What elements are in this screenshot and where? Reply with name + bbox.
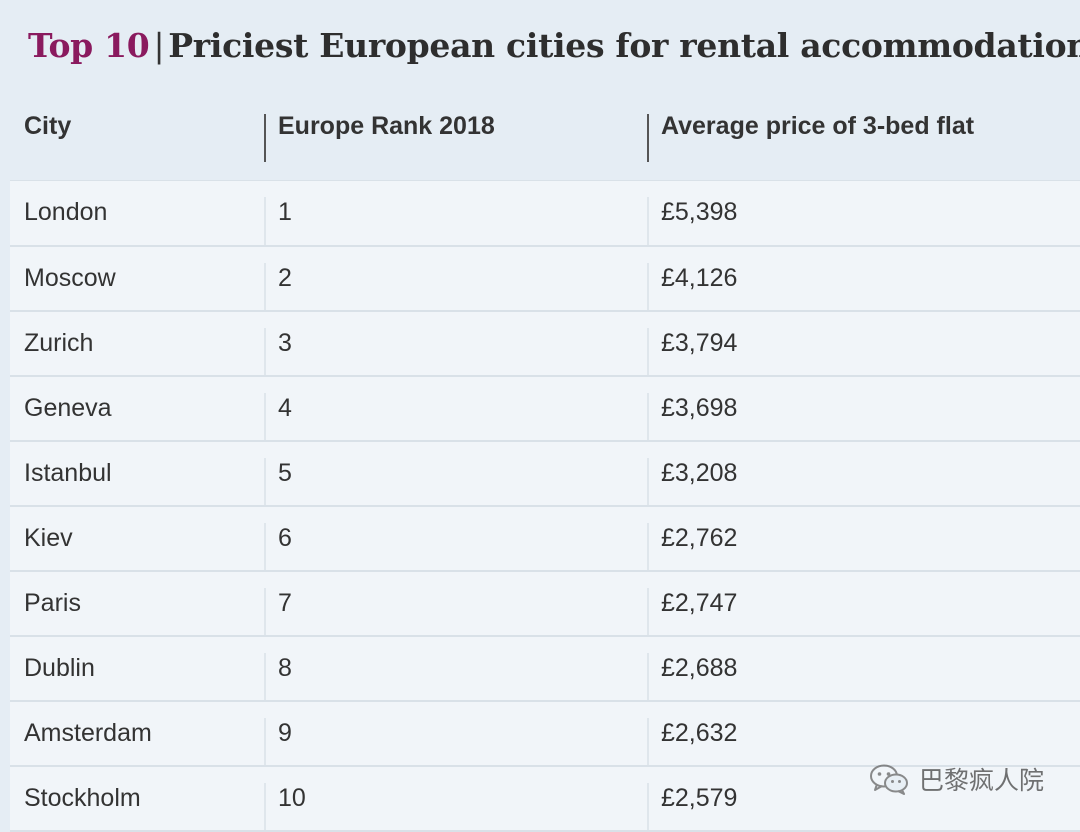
cell-rank: 5 xyxy=(264,441,647,506)
cell-city: London xyxy=(24,198,108,227)
cell-rank: 1 xyxy=(264,181,647,246)
table-row: Moscow 2 £4,126 xyxy=(10,245,1080,311)
page-title: Top 10 | Priciest European cities for rent… xyxy=(28,24,1080,68)
cell-rank: 4 xyxy=(264,376,647,441)
cell-rank: 2 xyxy=(264,246,647,311)
table-row: Zurich 3 £3,794 xyxy=(10,310,1080,376)
cell-city: Geneva xyxy=(24,393,112,422)
cell-city: Kiev xyxy=(24,523,73,552)
cell-city: Stockholm xyxy=(24,783,141,812)
cell-rank: 7 xyxy=(264,571,647,636)
table-body: London 1 £5,398 Moscow 2 £4,126 Zurich 3 £3,794 G… xyxy=(10,180,1080,831)
cell-price: £4,126 xyxy=(647,246,1080,311)
cell-rank: 8 xyxy=(264,636,647,701)
table-row: Kiev 6 £2,762 xyxy=(10,505,1080,571)
cell-city: Istanbul xyxy=(24,458,112,487)
header-row: City Europe Rank 2018 Average price of 3… xyxy=(10,94,1080,181)
watermark-text: 巴黎疯人院 xyxy=(918,766,1044,795)
table-row: Istanbul 5 £3,208 xyxy=(10,440,1080,506)
column-header-city: City xyxy=(10,94,264,181)
table-header: City Europe Rank 2018 Average price of 3… xyxy=(10,94,1080,181)
data-table: City Europe Rank 2018 Average price of 3… xyxy=(10,94,1080,832)
column-header-price: Average price of 3-bed flat xyxy=(647,94,1080,181)
cell-city: Zurich xyxy=(24,328,94,357)
watermark: 巴黎疯人院 xyxy=(869,761,1044,797)
title-accent: Top 10 xyxy=(28,26,150,65)
cell-price: £2,579 xyxy=(647,766,1080,831)
cell-rank: 3 xyxy=(264,311,647,376)
column-header-rank: Europe Rank 2018 xyxy=(264,94,647,181)
cell-price: £3,698 xyxy=(647,376,1080,441)
table-row: Geneva 4 £3,698 xyxy=(10,375,1080,441)
cell-city: Amsterdam xyxy=(24,718,152,747)
cell-price: £5,398 xyxy=(647,181,1080,246)
table-row: London 1 £5,398 xyxy=(10,180,1080,246)
cell-rank: 6 xyxy=(264,506,647,571)
title-separator: | xyxy=(153,26,165,65)
cell-city: Moscow xyxy=(24,263,116,292)
cell-city: Dublin xyxy=(24,653,95,682)
cell-city: Paris xyxy=(24,588,81,617)
cell-price: £2,747 xyxy=(647,571,1080,636)
cell-price: £3,208 xyxy=(647,441,1080,506)
table-row: Dublin 8 £2,688 xyxy=(10,635,1080,701)
title-main: Priciest European cities for rental acco… xyxy=(168,26,1080,65)
cell-rank: 9 xyxy=(264,701,647,766)
cell-rank: 10 xyxy=(264,766,647,831)
cell-price: £2,632 xyxy=(647,701,1080,766)
wechat-icon xyxy=(869,763,909,795)
cell-price: £2,688 xyxy=(647,636,1080,701)
cell-price: £3,794 xyxy=(647,311,1080,376)
table-row: Amsterdam 9 £2,632 xyxy=(10,700,1080,766)
table-row: Paris 7 £2,747 xyxy=(10,570,1080,636)
cell-price: £2,762 xyxy=(647,506,1080,571)
